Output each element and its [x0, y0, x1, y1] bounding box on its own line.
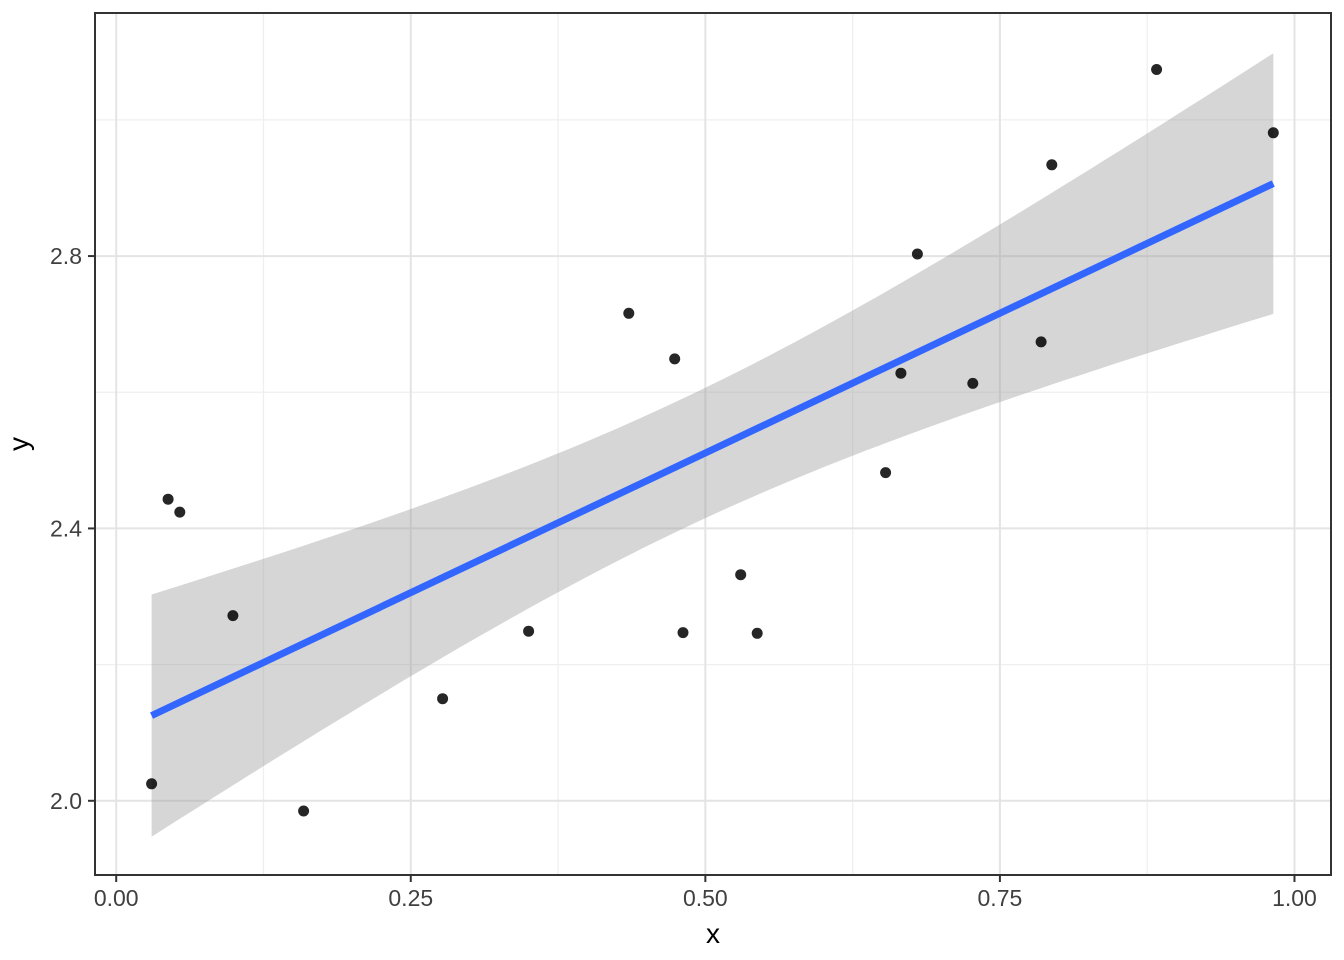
- data-point: [677, 627, 689, 639]
- data-point: [880, 467, 892, 479]
- x-tick-label: 0.00: [94, 885, 139, 911]
- data-points-layer: [146, 64, 1279, 817]
- data-point: [751, 627, 763, 639]
- y-tick-label: 2.0: [50, 788, 82, 814]
- confidence-ribbon: [151, 53, 1274, 837]
- data-point: [1046, 159, 1058, 171]
- data-point: [735, 569, 747, 581]
- y-axis-title: y: [3, 437, 34, 451]
- regression-line: [150, 180, 1275, 719]
- data-point: [162, 493, 174, 505]
- data-point: [174, 506, 186, 518]
- regression-line-layer: [150, 180, 1275, 719]
- data-point: [967, 377, 979, 389]
- x-tick-label: 1.00: [1272, 885, 1317, 911]
- data-point: [146, 778, 158, 790]
- data-point: [1035, 336, 1047, 348]
- panel-border: [94, 12, 1332, 876]
- x-tick-label: 0.50: [683, 885, 728, 911]
- y-tick-label: 2.8: [50, 243, 82, 269]
- data-point: [1267, 127, 1279, 139]
- x-axis-title: x: [706, 918, 720, 949]
- data-point: [227, 610, 239, 622]
- data-point: [523, 625, 535, 637]
- data-point: [623, 307, 635, 319]
- data-point: [895, 367, 907, 379]
- data-point: [911, 248, 923, 260]
- x-axis: 0.00 0.25 0.50 0.75 1.00: [94, 875, 1317, 911]
- x-tick-label: 0.75: [978, 885, 1023, 911]
- gridlines: [95, 13, 1331, 875]
- y-axis: 2.0 2.4 2.8: [50, 243, 95, 814]
- data-point: [1151, 64, 1163, 75]
- confidence-ribbon-layer: [151, 53, 1274, 837]
- data-point: [669, 353, 681, 365]
- data-point: [298, 805, 310, 817]
- y-tick-label: 2.4: [50, 515, 82, 541]
- data-point: [437, 693, 449, 705]
- x-tick-label: 0.25: [388, 885, 433, 911]
- panel-border-layer: [94, 12, 1332, 876]
